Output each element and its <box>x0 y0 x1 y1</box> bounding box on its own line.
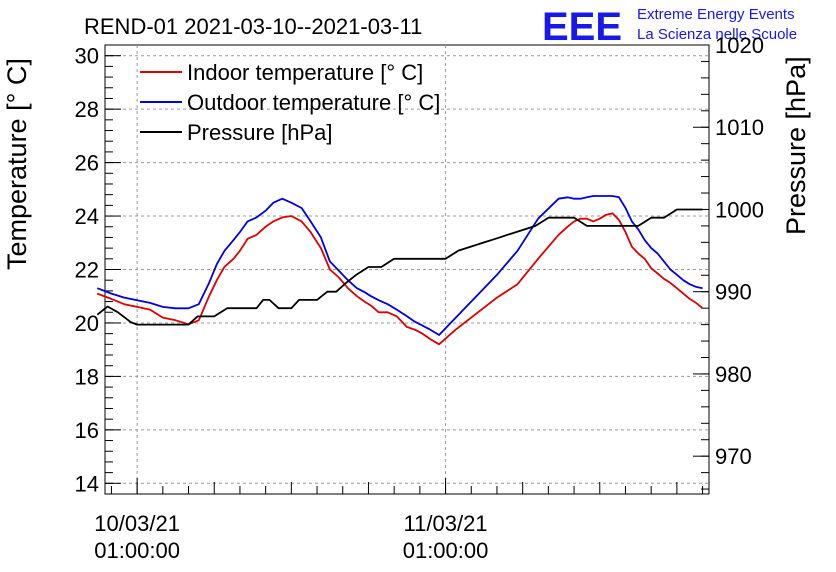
left-tick-label: 24 <box>75 204 99 229</box>
eee-logo-line1: Extreme Energy Events <box>637 6 795 23</box>
left-tick-label: 16 <box>75 418 99 443</box>
right-tick-label: 1020 <box>715 33 764 58</box>
left-tick-label: 30 <box>75 44 99 69</box>
legend: Indoor temperature [° C] Outdoor tempera… <box>140 60 440 145</box>
x-tick-label-time: 01:00:00 <box>94 538 180 563</box>
series-indoor-temperature <box>96 212 704 346</box>
x-tick-label-date: 11/03/21 <box>404 511 488 536</box>
right-axis-label: Pressure [hPa] <box>781 56 811 235</box>
x-tick-label-date: 10/03/21 <box>94 511 180 536</box>
left-tick-label: 14 <box>75 471 99 496</box>
eee-logo: EEE Extreme Energy Events La Scienza nel… <box>542 5 797 49</box>
chart-title: REND-01 2021-03-10--2021-03-11 <box>84 14 422 39</box>
left-tick-label: 22 <box>75 258 99 283</box>
right-axis: 970 980 990 1000 1010 1020 <box>693 33 764 490</box>
series-pressure <box>96 208 703 326</box>
left-tick-label: 18 <box>75 364 99 389</box>
left-tick-label: 28 <box>75 97 99 122</box>
eee-logo-line2: La Scienza nelle Scuole <box>637 26 797 43</box>
right-tick-label: 1010 <box>715 115 764 140</box>
series-outdoor-temperature <box>96 195 703 336</box>
right-tick-label: 990 <box>715 280 752 305</box>
right-tick-label: 970 <box>715 444 752 469</box>
eee-logo-mark: EEE <box>542 5 622 49</box>
grid-lines <box>105 45 709 494</box>
left-axis: 14 16 18 20 22 24 26 28 30 <box>75 44 121 496</box>
right-tick-label: 980 <box>715 362 752 387</box>
left-tick-label: 26 <box>75 151 99 176</box>
left-axis-label: Temperature [° C] <box>2 58 32 270</box>
legend-label-indoor: Indoor temperature [° C] <box>187 60 423 85</box>
series-layer <box>96 195 704 346</box>
legend-label-pressure: Pressure [hPa] <box>187 120 333 145</box>
x-tick-label-time: 01:00:00 <box>403 538 489 563</box>
left-tick-label: 20 <box>75 311 99 336</box>
legend-label-outdoor: Outdoor temperature [° C] <box>187 90 440 115</box>
right-tick-label: 1000 <box>715 197 764 222</box>
